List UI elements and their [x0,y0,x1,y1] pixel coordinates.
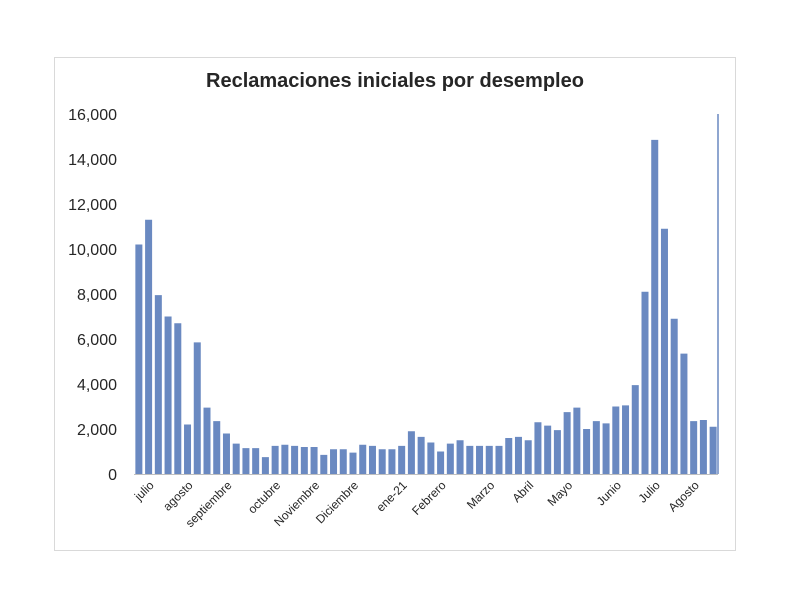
bar [699,420,707,474]
bar [359,444,367,474]
bar [485,445,493,474]
bar [135,244,143,474]
bar [612,406,620,474]
bar [184,424,192,474]
bar [222,433,230,474]
bar [641,291,649,474]
bar [154,295,162,474]
bar [427,442,435,474]
bar [145,219,153,474]
y-tick-label: 2,000 [77,422,117,439]
bar [242,448,250,474]
x-category-label: Junio [594,478,624,508]
y-tick-label: 14,000 [68,152,117,169]
bar [670,318,678,474]
chart-title: Reclamaciones iniciales por desempleo [206,70,584,92]
bar [252,448,260,474]
x-category-label: Marzo [464,478,498,512]
y-tick-label: 0 [108,467,117,484]
bar [291,445,299,474]
y-tick-label: 16,000 [68,107,117,124]
bar [505,438,513,474]
x-category-label: agosto [160,478,196,514]
bar [398,445,406,474]
bar [320,454,328,474]
bar [310,447,318,474]
bar [563,412,571,474]
x-category-label: julio [131,478,157,504]
y-tick-label: 10,000 [68,242,117,259]
bar [388,449,396,474]
bar [330,449,338,474]
bar [544,425,552,474]
bar [300,447,308,474]
bar [583,429,591,474]
bar [534,422,542,474]
x-category-label: Mayo [545,478,576,509]
x-category-label: Febrero [409,478,449,518]
bar [553,430,561,474]
bar [407,431,415,474]
x-category-label: Abril [509,478,536,505]
bar [446,443,454,474]
bar [514,436,522,474]
bar [709,426,717,474]
bar [573,407,581,474]
bar [622,405,630,474]
bar [680,353,688,474]
x-category-label: octubre [245,478,283,516]
bar [437,451,445,474]
y-tick-label: 12,000 [68,197,117,214]
y-tick-label: 8,000 [77,287,117,304]
bar [271,445,279,474]
bar [524,440,532,474]
bar [631,385,639,474]
bar [193,342,201,474]
bar [592,421,600,474]
bar [164,316,172,474]
bar [378,449,386,474]
bar [261,457,269,474]
bar [466,445,474,474]
bar [456,440,464,474]
x-category-label: Diciembre [313,478,361,526]
x-category-label: Julio [635,478,663,506]
bar [651,139,659,474]
y-tick-label: 4,000 [77,377,117,394]
x-category-label: ene-21 [373,478,410,515]
bar [339,449,347,474]
bar [476,445,484,474]
bar [368,445,376,474]
bar [349,452,357,474]
bar [690,421,698,474]
bar [213,421,221,474]
bar [660,228,668,474]
bar [495,445,503,474]
bar [232,443,240,474]
bar [203,407,211,474]
bar [174,323,182,474]
bar [281,444,289,474]
y-tick-label: 6,000 [77,332,117,349]
x-category-label: Agosto [665,478,702,515]
bar [602,423,610,474]
bar [417,436,425,474]
